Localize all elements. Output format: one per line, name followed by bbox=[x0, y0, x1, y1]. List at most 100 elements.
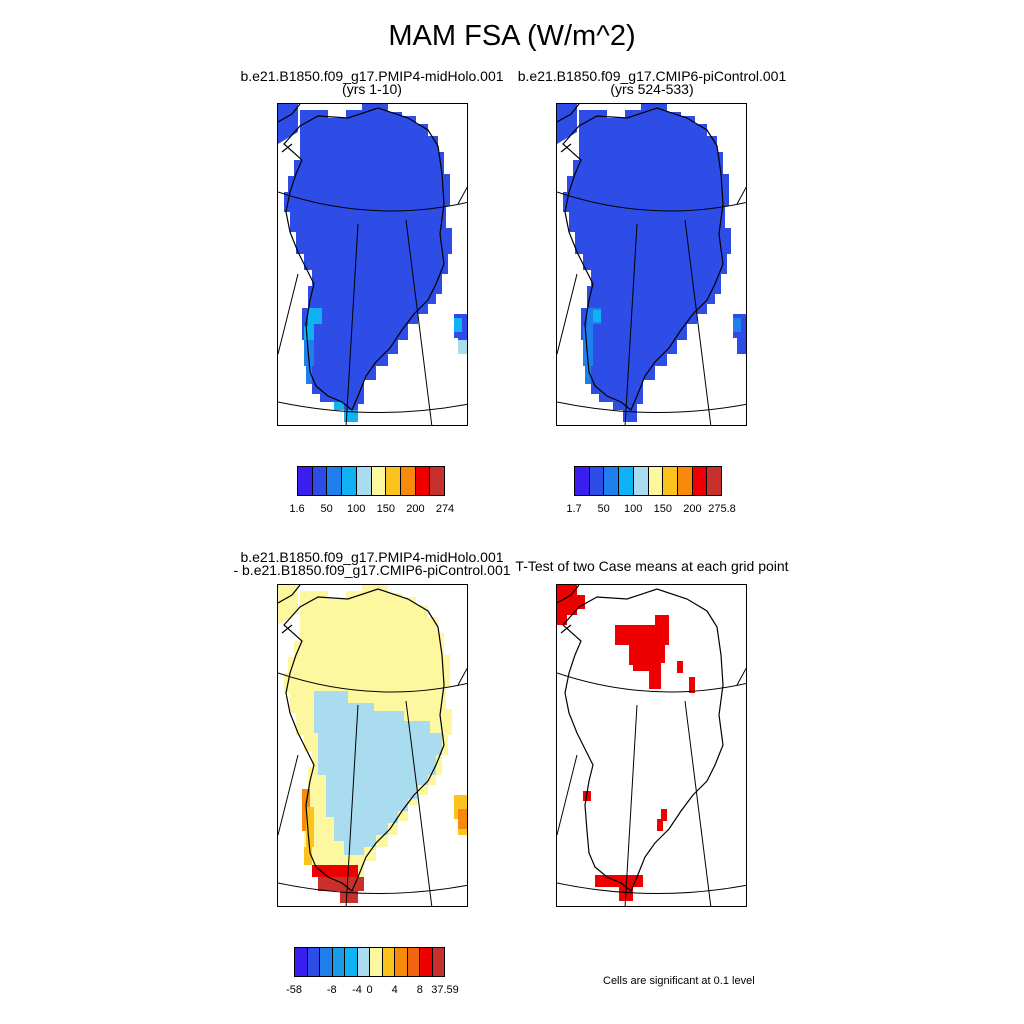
colorbar-tick-label: 274 bbox=[435, 503, 455, 515]
colorbar-tick-label: 50 bbox=[320, 503, 333, 515]
colorbar-swatch bbox=[332, 948, 345, 976]
grid-lines bbox=[557, 186, 746, 425]
colorbar-swatch bbox=[430, 467, 445, 495]
colorbar-swatch bbox=[589, 467, 605, 495]
colorbar-swatch bbox=[407, 948, 420, 976]
coastline-nw bbox=[278, 104, 301, 153]
colorbar-swatch bbox=[575, 467, 590, 495]
colorbar-swatch bbox=[312, 467, 328, 495]
colorbar-swatch bbox=[327, 467, 343, 495]
colorbar-tick-label: 100 bbox=[624, 503, 643, 515]
colorbar-3-labels: -58 -8 -4 0 4 8 37.59 bbox=[286, 984, 459, 998]
colorbar-swatch bbox=[648, 467, 664, 495]
colorbar-tick-label: 200 bbox=[683, 503, 702, 515]
colorbar-swatch bbox=[677, 467, 693, 495]
colorbar-tick-label: 1.6 bbox=[289, 503, 305, 515]
panel-3-title: b.e21.B1850.f09_g17.PMIP4-midHolo.001 - … bbox=[233, 549, 511, 578]
field-cyan bbox=[304, 308, 322, 340]
colorbar-swatch bbox=[342, 467, 357, 495]
colorbar-swatch bbox=[295, 948, 308, 976]
colorbar-tick-label: 150 bbox=[653, 503, 672, 515]
colorbar-swatch bbox=[415, 467, 431, 495]
colorbar-1 bbox=[297, 466, 445, 496]
grid-lines bbox=[557, 667, 746, 906]
colorbar-tick-label: 0 bbox=[366, 984, 373, 996]
colorbar-swatch bbox=[604, 467, 620, 495]
panel-3-case-a: b.e21.B1850.f09_g17.PMIP4-midHolo.001 bbox=[240, 549, 504, 565]
field-cyan bbox=[593, 310, 601, 322]
panel-1-title: b.e21.B1850.f09_g17.PMIP4-midHolo.001 (y… bbox=[240, 68, 504, 97]
colorbar-tick-label: 4 bbox=[391, 984, 398, 996]
field-red-south bbox=[312, 865, 358, 877]
significance-note: Cells are significant at 0.1 level bbox=[603, 975, 755, 987]
colorbar-swatch bbox=[633, 467, 649, 495]
figure-title: MAM FSA (W/m^2) bbox=[388, 20, 636, 52]
field-ice bbox=[557, 104, 731, 422]
field-cyan-south bbox=[334, 402, 358, 422]
colorbar-swatch bbox=[663, 467, 678, 495]
field-mid-blue bbox=[583, 308, 601, 384]
greenland-map-1 bbox=[278, 104, 467, 425]
coastline-nw bbox=[278, 585, 301, 634]
colorbar-tick-label: 8 bbox=[416, 984, 423, 996]
colorbar-tick-label: 275.8 bbox=[708, 503, 736, 515]
panel-3-case-b: - b.e21.B1850.f09_g17.CMIP6-piControl.00… bbox=[233, 562, 511, 578]
colorbar-2 bbox=[574, 466, 722, 496]
colorbar-tick-label: 150 bbox=[376, 503, 395, 515]
field-ice bbox=[278, 104, 452, 422]
greenland-map-3 bbox=[278, 585, 467, 906]
colorbar-swatch bbox=[395, 948, 408, 976]
colorbar-tick-label: 200 bbox=[406, 503, 425, 515]
colorbar-tick-label: 100 bbox=[347, 503, 366, 515]
field-east-orange bbox=[458, 809, 467, 829]
coastline-nw bbox=[557, 104, 580, 153]
coastline-nw bbox=[557, 585, 580, 634]
map-panel-1 bbox=[277, 103, 468, 426]
colorbar-tick-label: 37.59 bbox=[431, 984, 459, 996]
colorbar-tick-label: -4 bbox=[352, 984, 362, 996]
colorbar-tick-label: -58 bbox=[286, 984, 302, 996]
panel-2-title: b.e21.B1850.f09_g17.CMIP6-piControl.001 … bbox=[517, 68, 787, 97]
field-darkred-south bbox=[318, 877, 364, 903]
colorbar-tick-label: -8 bbox=[326, 984, 337, 996]
colorbar-1-labels: 1.6 50 100 150 200 274 bbox=[289, 503, 454, 517]
colorbar-swatch bbox=[357, 948, 370, 976]
map-panel-3 bbox=[277, 584, 468, 907]
colorbar-3 bbox=[294, 947, 445, 977]
colorbar-tick-label: 1.7 bbox=[566, 503, 582, 515]
panel-2-years: (yrs 524-533) bbox=[610, 81, 694, 97]
panel-1-years: (yrs 1-10) bbox=[342, 81, 402, 97]
grid-lines bbox=[278, 186, 467, 425]
field-east-light bbox=[458, 340, 467, 354]
coastline bbox=[562, 588, 724, 892]
colorbar-swatch bbox=[307, 948, 320, 976]
field-east-cyan bbox=[733, 318, 741, 332]
coastline bbox=[283, 588, 445, 892]
colorbar-swatch bbox=[707, 467, 722, 495]
greenland-map-2 bbox=[557, 104, 746, 425]
significant-cells bbox=[557, 585, 695, 901]
coastline bbox=[283, 107, 445, 411]
colorbar-swatch bbox=[298, 467, 313, 495]
coastline bbox=[562, 107, 724, 411]
colorbar-swatch bbox=[692, 467, 708, 495]
panel-4-title: T-Test of two Case means at each grid po… bbox=[515, 558, 789, 574]
colorbar-swatch bbox=[382, 948, 395, 976]
colorbar-swatch bbox=[619, 467, 634, 495]
colorbar-swatch bbox=[320, 948, 333, 976]
colorbar-swatch bbox=[400, 467, 416, 495]
colorbar-swatch bbox=[386, 467, 401, 495]
colorbar-swatch bbox=[432, 948, 444, 976]
map-panel-4 bbox=[556, 584, 747, 907]
map-panel-2 bbox=[556, 103, 747, 426]
colorbar-swatch bbox=[371, 467, 387, 495]
panel-1-case-name: b.e21.B1850.f09_g17.PMIP4-midHolo.001 bbox=[240, 68, 504, 84]
colorbar-swatch bbox=[420, 948, 433, 976]
colorbar-2-labels: 1.7 50 100 150 200 275.8 bbox=[566, 503, 735, 517]
colorbar-swatch bbox=[356, 467, 372, 495]
colorbar-swatch bbox=[370, 948, 383, 976]
panel-2-case-name: b.e21.B1850.f09_g17.CMIP6-piControl.001 bbox=[517, 68, 787, 84]
colorbar-swatch bbox=[345, 948, 358, 976]
colorbar-tick-label: 50 bbox=[597, 503, 610, 515]
field-east-cyan bbox=[454, 318, 462, 332]
